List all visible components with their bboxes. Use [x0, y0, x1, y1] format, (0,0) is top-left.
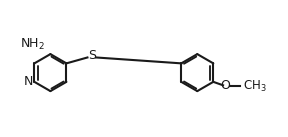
Text: N: N	[23, 75, 33, 88]
Text: O: O	[220, 79, 230, 92]
Text: CH$_3$: CH$_3$	[243, 78, 266, 94]
Text: S: S	[88, 49, 96, 62]
Text: NH$_2$: NH$_2$	[20, 37, 46, 52]
